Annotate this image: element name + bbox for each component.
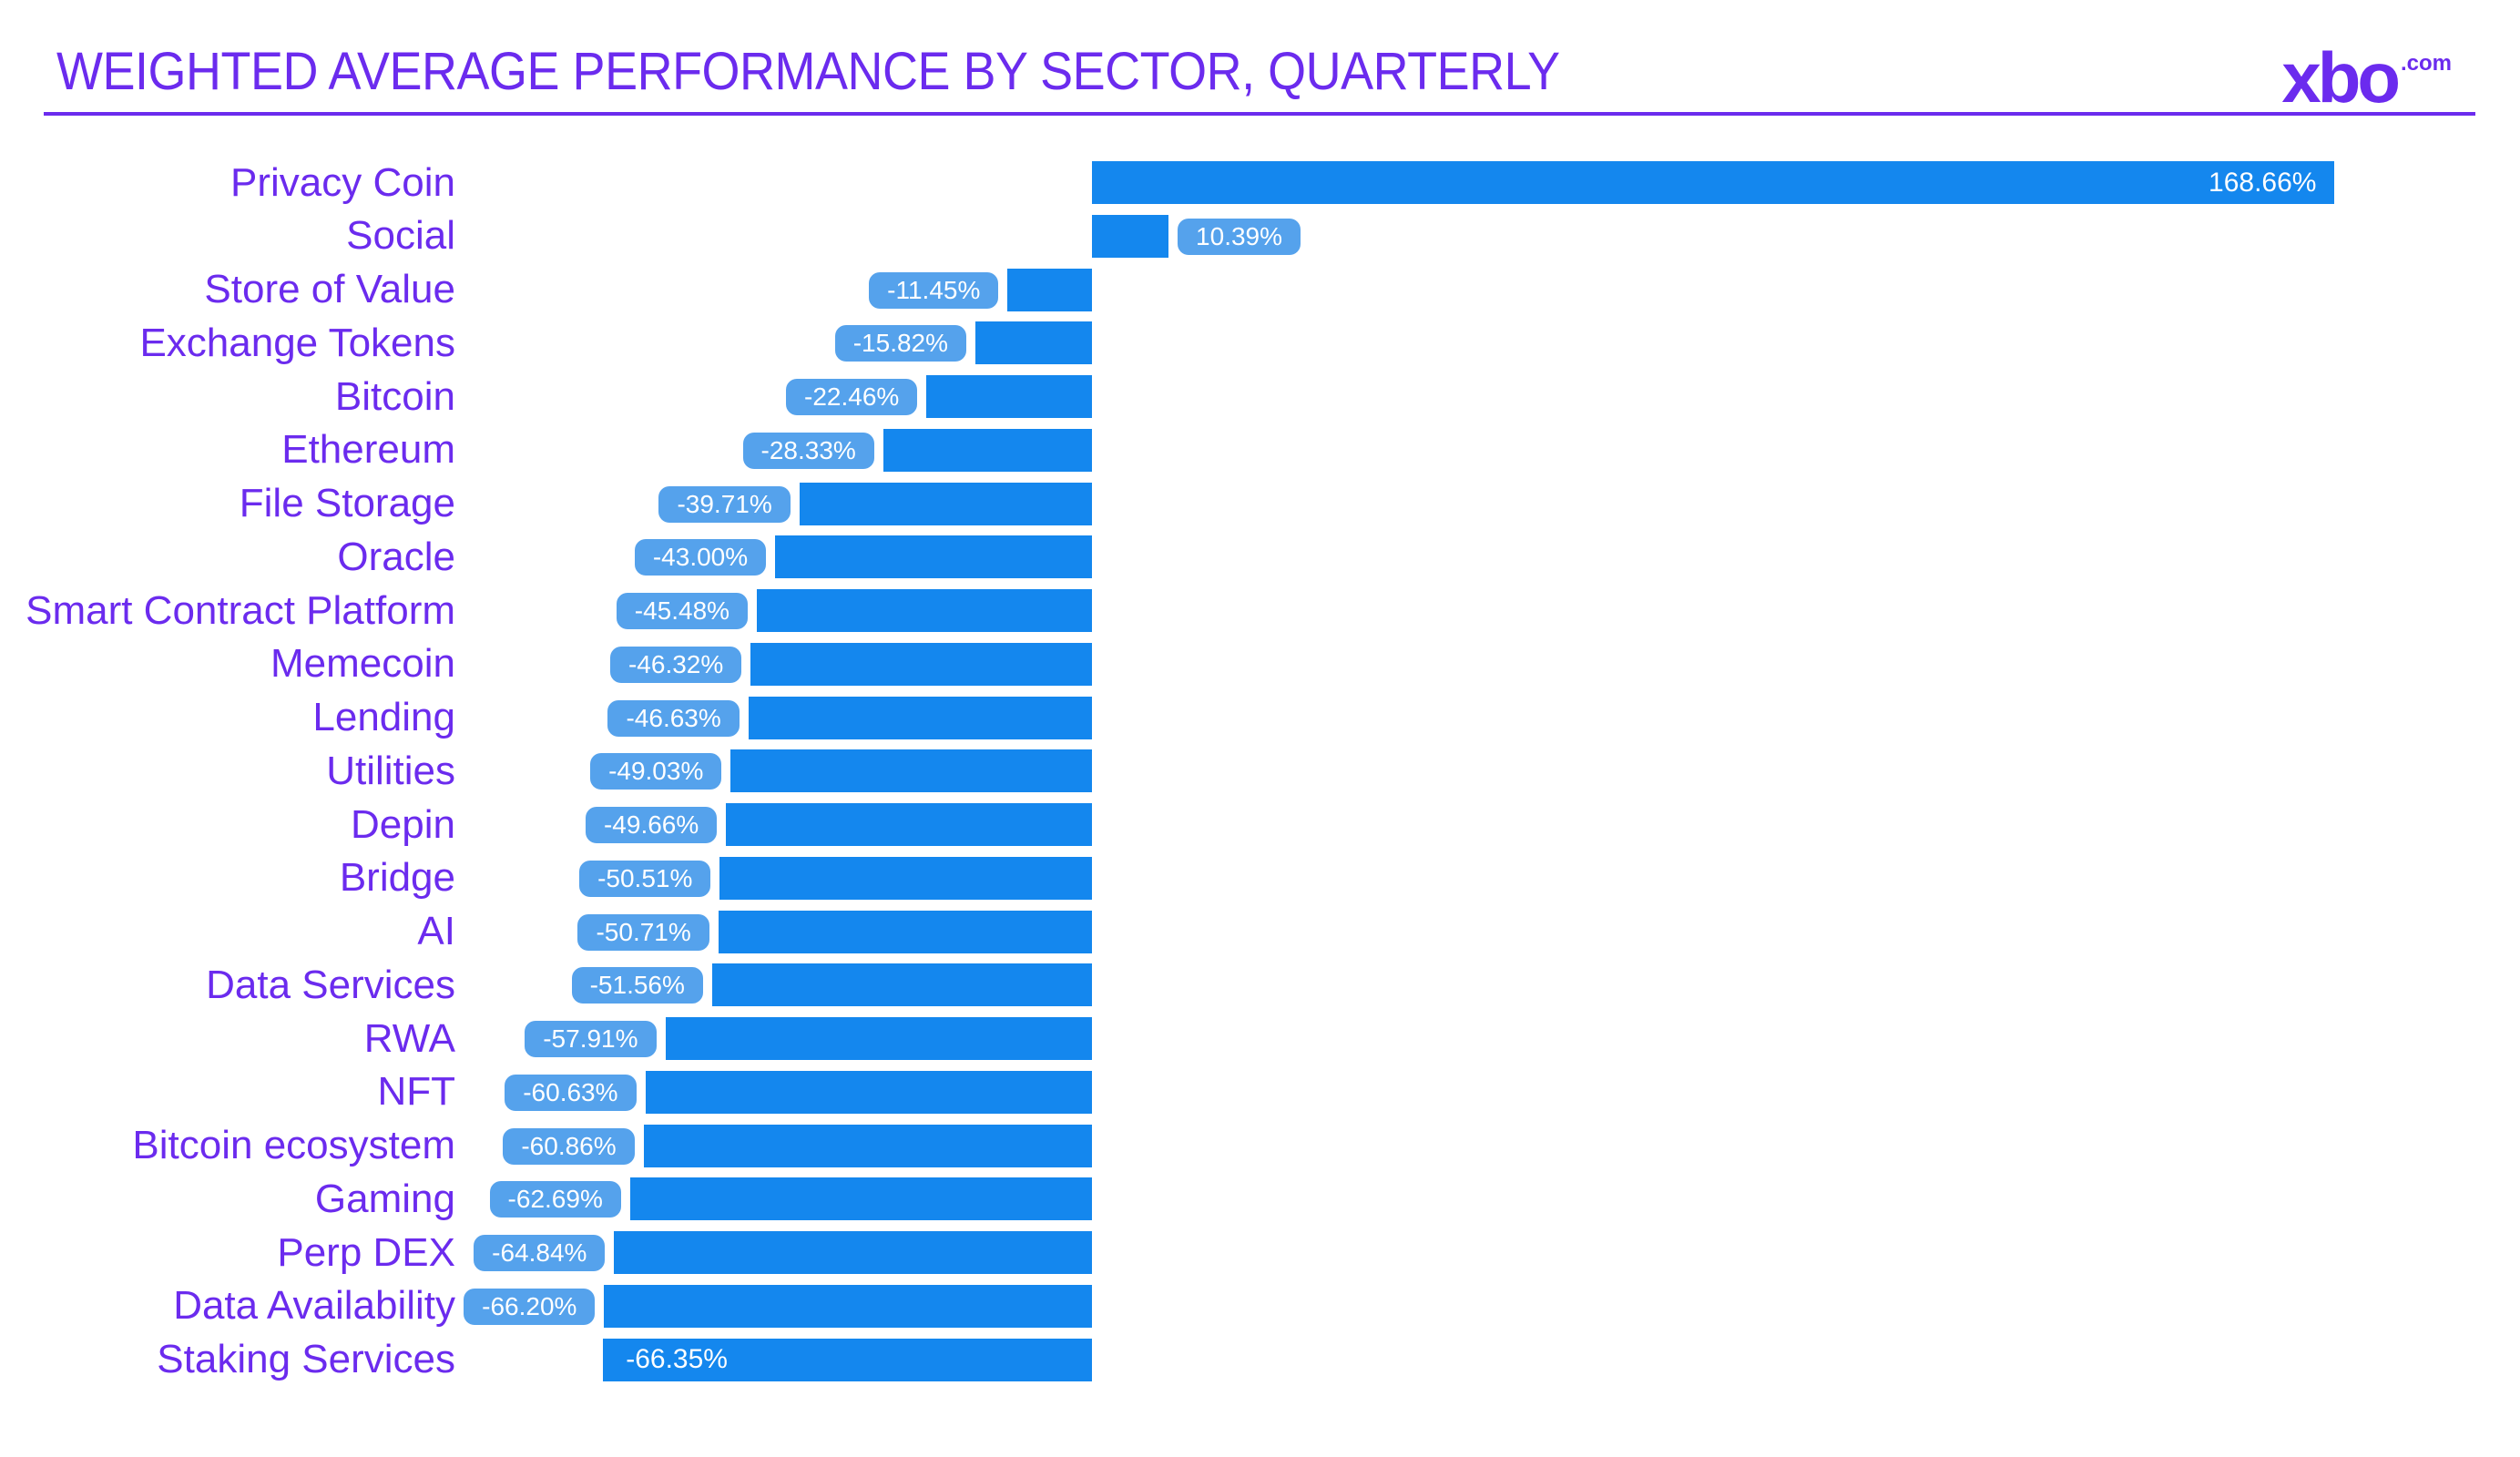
value-chip: -28.33% (742, 432, 874, 469)
performance-bar (614, 1231, 1092, 1274)
category-label: Privacy Coin (230, 159, 455, 205)
category-label: Lending (312, 695, 455, 739)
performance-bar (604, 1284, 1092, 1328)
category-label: Staking Services (157, 1337, 455, 1381)
performance-bar (665, 1017, 1092, 1060)
performance-bar (645, 1070, 1092, 1114)
chart-row: Bitcoin ecosystem -60.86% (0, 1119, 2520, 1173)
category-label: Social (346, 213, 455, 259)
value-chip: -11.45% (869, 271, 999, 309)
performance-bar (748, 696, 1092, 739)
category-label: NFT (377, 1069, 455, 1115)
performance-bar (711, 963, 1092, 1007)
value-chip: -43.00% (634, 539, 767, 576)
value-chip: -62.69% (489, 1181, 621, 1218)
category-label: Utilities (326, 748, 455, 793)
performance-bar (883, 428, 1092, 472)
performance-bar: 168.66% (1092, 161, 2335, 204)
value-chip: -50.51% (579, 860, 711, 897)
chart-row: Exchange Tokens -15.82% (0, 316, 2520, 370)
chart-row: Utilities -49.03% (0, 744, 2520, 798)
chart-row: Bridge -50.51% (0, 851, 2520, 905)
value-chip: -45.48% (616, 593, 749, 629)
performance-bar (726, 803, 1092, 846)
chart-row: Data Availability -66.20% (0, 1279, 2520, 1333)
chart-row: Staking Services -66.35% (0, 1333, 2520, 1387)
category-label: Store of Value (204, 267, 455, 311)
value-chip: -50.71% (577, 913, 709, 951)
category-label: Ethereum (281, 427, 455, 473)
chart-row: Bitcoin -22.46% (0, 370, 2520, 423)
value-chip: -39.71% (658, 485, 791, 523)
category-label: AI (417, 909, 455, 953)
category-label: Bitcoin (334, 373, 455, 419)
chart-row: Smart Contract Platform -45.48% (0, 584, 2520, 637)
performance-bar (1007, 268, 1092, 311)
title-divider-line (44, 112, 2475, 116)
performance-bar: -66.35% (603, 1338, 1092, 1381)
chart-row: Gaming -62.69% (0, 1172, 2520, 1226)
value-chip: -49.03% (590, 753, 722, 790)
page-title: WEIGHTED AVERAGE PERFORMANCE BY SECTOR, … (56, 42, 1560, 101)
chart-row: Memecoin -46.32% (0, 637, 2520, 691)
performance-bar (799, 482, 1092, 525)
chart-row: Privacy Coin 168.66% (0, 156, 2520, 209)
chart-row: AI -50.71% (0, 905, 2520, 959)
value-chip: -49.66% (585, 807, 718, 843)
bar-chart: Privacy Coin 168.66% Social 10.39% Store of … (0, 156, 2520, 1387)
chart-row: Social 10.39% (0, 209, 2520, 263)
performance-bar (775, 535, 1092, 579)
chart-row: File Storage -39.71% (0, 477, 2520, 531)
value-chip: -46.32% (609, 646, 742, 683)
chart-row: Store of Value -11.45% (0, 263, 2520, 317)
performance-bar (926, 375, 1092, 418)
chart-row: Data Services -51.56% (0, 958, 2520, 1012)
category-label: Memecoin (270, 641, 455, 687)
performance-bar (719, 856, 1092, 900)
value-chip: -51.56% (571, 967, 703, 1004)
value-chip: -46.63% (607, 699, 740, 737)
chart-row: RWA -57.91% (0, 1012, 2520, 1065)
category-label: Bitcoin ecosystem (132, 1123, 455, 1167)
performance-bar (750, 642, 1092, 686)
value-chip: -60.63% (505, 1074, 637, 1111)
category-label: RWA (363, 1015, 455, 1061)
value-chip: -22.46% (786, 379, 918, 415)
performance-bar (629, 1177, 1092, 1221)
chart-row: Oracle -43.00% (0, 530, 2520, 584)
chart-row: Perp DEX -64.84% (0, 1226, 2520, 1279)
logo-brand-text: xbo (2281, 37, 2401, 117)
performance-bar (718, 910, 1092, 953)
category-label: Data Availability (173, 1283, 455, 1329)
category-label: Perp DEX (277, 1229, 455, 1275)
value-chip: -60.86% (503, 1127, 635, 1165)
value-chip: -64.84% (474, 1235, 606, 1271)
value-chip: -66.20% (464, 1288, 596, 1325)
performance-bar (643, 1124, 1092, 1167)
value-label: -66.35% (626, 1344, 728, 1374)
performance-bar (975, 321, 1092, 365)
chart-row: NFT -60.63% (0, 1065, 2520, 1119)
chart-row: Lending -46.63% (0, 691, 2520, 745)
category-label: File Storage (239, 481, 455, 525)
category-label: Depin (351, 801, 455, 847)
value-chip: -57.91% (525, 1021, 657, 1057)
value-label: 168.66% (2209, 167, 2317, 198)
category-label: Exchange Tokens (139, 320, 455, 365)
chart-row: Depin -49.66% (0, 798, 2520, 851)
category-label: Data Services (206, 962, 455, 1007)
value-chip: -15.82% (834, 325, 967, 362)
category-label: Bridge (339, 855, 455, 901)
performance-bar (730, 749, 1092, 793)
category-label: Smart Contract Platform (26, 587, 455, 633)
category-label: Gaming (314, 1176, 455, 1221)
chart-row: Ethereum -28.33% (0, 423, 2520, 477)
performance-bar (1092, 214, 1169, 258)
value-chip: 10.39% (1178, 218, 1301, 255)
category-label: Oracle (337, 534, 455, 579)
logo-domain-suffix: .com (2400, 51, 2452, 76)
performance-bar (757, 589, 1092, 632)
xbo-logo: xbo .com (2281, 37, 2452, 117)
